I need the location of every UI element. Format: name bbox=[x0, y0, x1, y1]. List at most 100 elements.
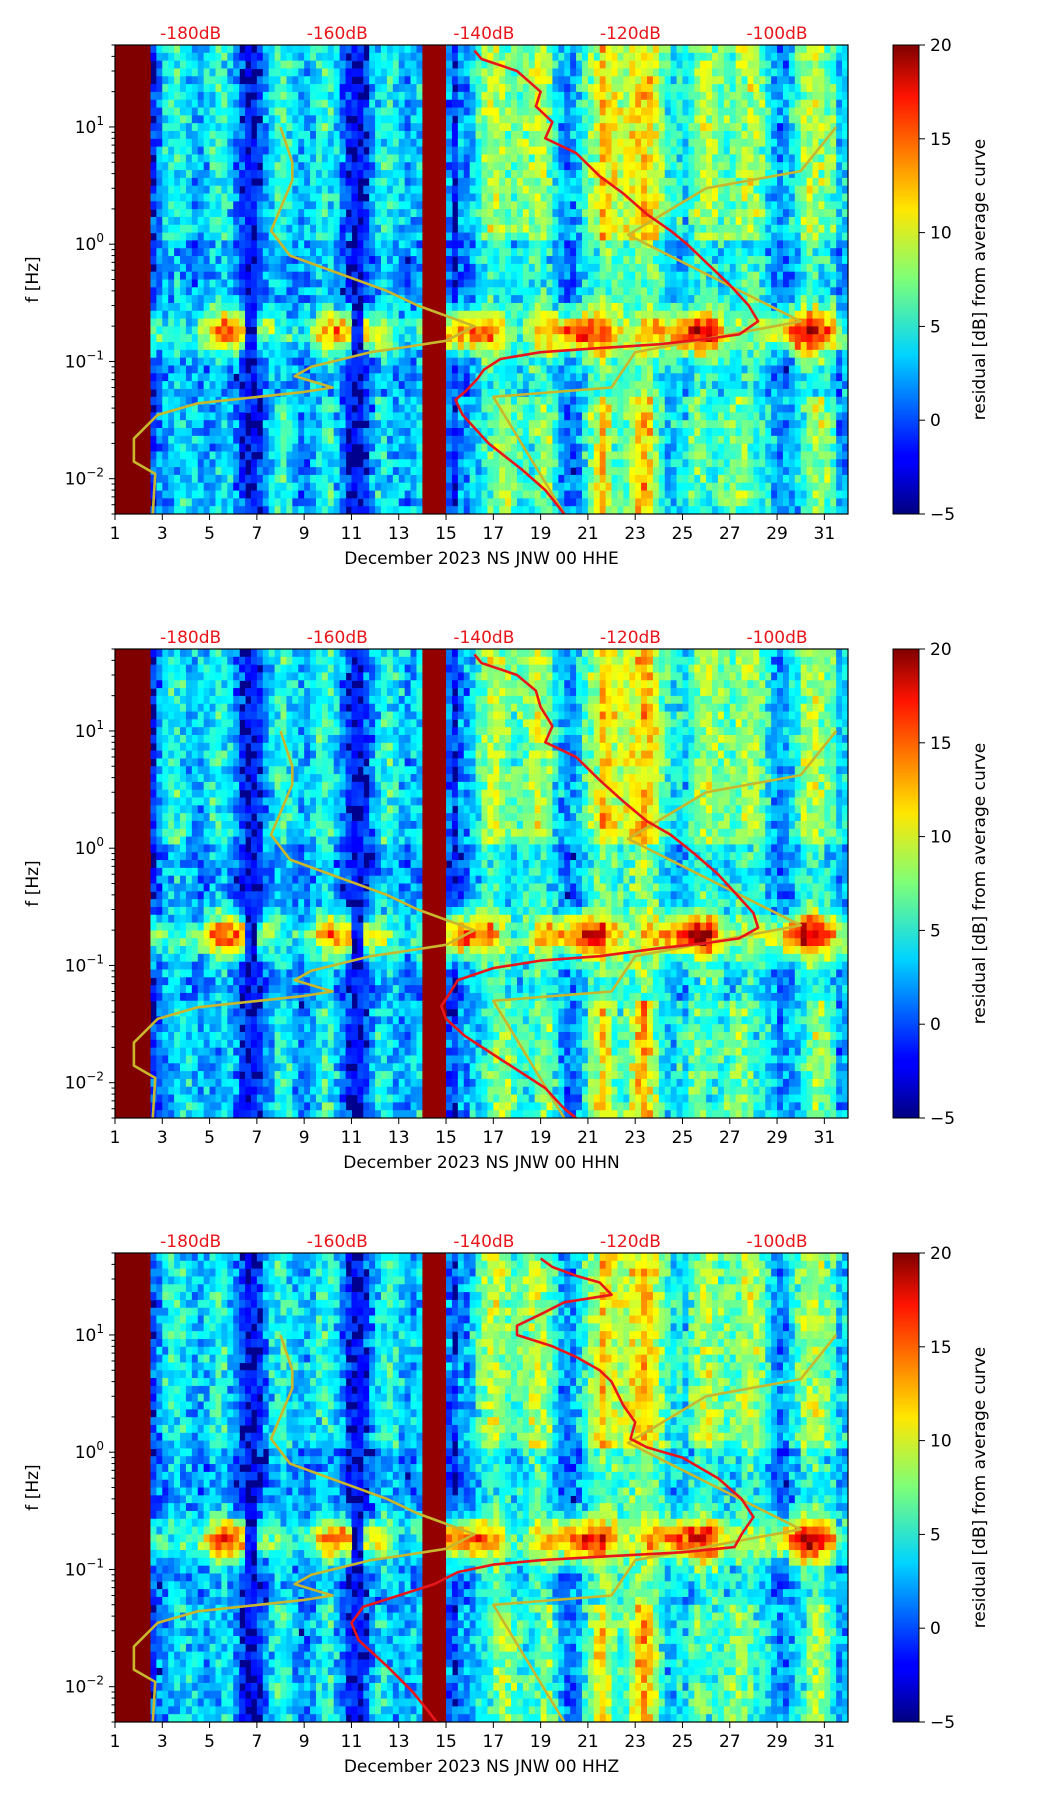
heatmap-cells bbox=[115, 1253, 848, 1722]
x-tick-label: 5 bbox=[204, 1128, 215, 1148]
x-tick-label: 19 bbox=[530, 1128, 552, 1148]
x-tick-label: 27 bbox=[719, 1128, 741, 1148]
x-tick-label: 15 bbox=[435, 1128, 457, 1148]
x-axis-label: December 2023 NS JNW 00 HHN bbox=[343, 1153, 619, 1173]
colorbar-tick-label: −5 bbox=[930, 1713, 955, 1733]
x-tick-label: 19 bbox=[530, 1732, 552, 1752]
x-tick-label: 29 bbox=[766, 1732, 788, 1752]
top-db-label: -120dB bbox=[600, 24, 661, 44]
spectrogram-panel-3: 1 3 5 7 9 11 13 15 17 19 21 23 25 27 29 3110−210−110010… bbox=[23, 1232, 990, 1777]
x-tick-label: 25 bbox=[672, 1732, 694, 1752]
y-tick-label: 100 bbox=[75, 835, 104, 859]
x-tick-label: 1 bbox=[110, 524, 121, 544]
top-db-label: -100dB bbox=[747, 24, 808, 44]
x-tick-label: 17 bbox=[483, 1128, 505, 1148]
x-tick-label: 27 bbox=[719, 1732, 741, 1752]
heatmap-cells bbox=[115, 45, 848, 514]
x-tick-label: 9 bbox=[299, 1128, 310, 1148]
y-tick-label: 10−1 bbox=[65, 1556, 104, 1580]
y-tick-label: 10−1 bbox=[65, 348, 104, 372]
top-db-label: -180dB bbox=[160, 24, 221, 44]
y-tick-label: 10−2 bbox=[65, 1674, 104, 1698]
colorbar-tick-label: 20 bbox=[930, 640, 952, 660]
y-tick-label: 101 bbox=[75, 1322, 104, 1346]
x-tick-label: 7 bbox=[251, 1128, 262, 1148]
x-axis-label: December 2023 NS JNW 00 HHE bbox=[344, 549, 618, 569]
x-tick-label: 17 bbox=[483, 1732, 505, 1752]
colorbar bbox=[892, 648, 920, 1119]
x-tick-label: 17 bbox=[483, 524, 505, 544]
average-psd-curve bbox=[440, 653, 760, 1118]
x-tick-label: 21 bbox=[577, 1732, 599, 1752]
colorbar-tick-label: 10 bbox=[930, 1432, 952, 1452]
top-db-label: -120dB bbox=[600, 628, 661, 648]
colorbar-label: residual [dB] from average curve bbox=[970, 1347, 990, 1628]
colorbar bbox=[892, 1252, 920, 1723]
x-tick-label: 3 bbox=[157, 1732, 168, 1752]
x-tick-label: 13 bbox=[388, 1732, 410, 1752]
top-db-label: -100dB bbox=[747, 628, 808, 648]
y-axis-label: f [Hz] bbox=[23, 256, 43, 302]
average-psd-curve bbox=[350, 1257, 755, 1722]
y-tick-label: 10−2 bbox=[65, 1070, 104, 1094]
y-axis-label: f [Hz] bbox=[23, 1464, 43, 1510]
colorbar-tick-label: 5 bbox=[930, 921, 941, 941]
colorbar-tick-label: 15 bbox=[930, 734, 952, 754]
x-tick-label: 31 bbox=[814, 1732, 836, 1752]
y-tick-label: 101 bbox=[75, 114, 104, 138]
noise-model-curve-right bbox=[492, 1334, 838, 1722]
colorbar-tick-label: 20 bbox=[930, 36, 952, 56]
x-tick-label: 29 bbox=[766, 1128, 788, 1148]
colorbar-tick-label: 0 bbox=[930, 1619, 941, 1639]
top-db-label: -180dB bbox=[160, 1232, 221, 1252]
x-tick-label: 25 bbox=[672, 1128, 694, 1148]
top-db-label: -180dB bbox=[160, 628, 221, 648]
noise-model-curve-right bbox=[492, 126, 838, 514]
colorbar-tick-label: 10 bbox=[930, 224, 952, 244]
colorbar-tick-label: −5 bbox=[930, 1109, 955, 1129]
heatmap-cells bbox=[115, 649, 848, 1118]
x-tick-label: 5 bbox=[204, 1732, 215, 1752]
colorbar-tick-label: 10 bbox=[930, 828, 952, 848]
x-tick-label: 9 bbox=[299, 524, 310, 544]
colorbar-tick-label: 5 bbox=[930, 317, 941, 337]
noise-model-curve-left bbox=[132, 126, 476, 514]
x-tick-label: 21 bbox=[577, 524, 599, 544]
colorbar-label: residual [dB] from average curve bbox=[970, 139, 990, 420]
colorbar-tick-label: 5 bbox=[930, 1525, 941, 1545]
x-tick-label: 19 bbox=[530, 524, 552, 544]
noise-model-curve-left bbox=[132, 730, 476, 1118]
x-tick-label: 3 bbox=[157, 1128, 168, 1148]
colorbar-tick-label: −5 bbox=[930, 505, 955, 525]
x-tick-label: 21 bbox=[577, 1128, 599, 1148]
x-tick-label: 7 bbox=[251, 1732, 262, 1752]
colorbar-tick-label: 0 bbox=[930, 411, 941, 431]
y-tick-label: 10−1 bbox=[65, 952, 104, 976]
x-tick-label: 25 bbox=[672, 524, 694, 544]
colorbar-tick-label: 15 bbox=[930, 1338, 952, 1358]
x-axis-label: December 2023 NS JNW 00 HHZ bbox=[344, 1757, 619, 1777]
x-tick-label: 23 bbox=[624, 1732, 646, 1752]
x-tick-label: 5 bbox=[204, 524, 215, 544]
x-tick-label: 9 bbox=[299, 1732, 310, 1752]
y-tick-label: 100 bbox=[75, 1439, 104, 1463]
x-tick-label: 13 bbox=[388, 524, 410, 544]
x-tick-label: 7 bbox=[251, 524, 262, 544]
y-tick-label: 100 bbox=[75, 231, 104, 255]
spectrogram-panel-2: 1 3 5 7 9 11 13 15 17 19 21 23 25 27 29 3110−210−110010… bbox=[23, 628, 990, 1173]
x-tick-label: 31 bbox=[814, 1128, 836, 1148]
x-tick-label: 11 bbox=[341, 1732, 363, 1752]
average-psd-curve bbox=[454, 49, 760, 514]
top-db-label: -140dB bbox=[453, 24, 514, 44]
noise-model-curve-right bbox=[492, 730, 838, 1118]
x-tick-label: 11 bbox=[341, 1128, 363, 1148]
colorbar-label: residual [dB] from average curve bbox=[970, 743, 990, 1024]
top-db-label: -160dB bbox=[307, 1232, 368, 1252]
x-tick-label: 3 bbox=[157, 524, 168, 544]
colorbar-tick-label: 0 bbox=[930, 1015, 941, 1035]
x-tick-label: 13 bbox=[388, 1128, 410, 1148]
x-tick-label: 15 bbox=[435, 524, 457, 544]
y-axis-label: f [Hz] bbox=[23, 860, 43, 906]
top-db-label: -160dB bbox=[307, 24, 368, 44]
